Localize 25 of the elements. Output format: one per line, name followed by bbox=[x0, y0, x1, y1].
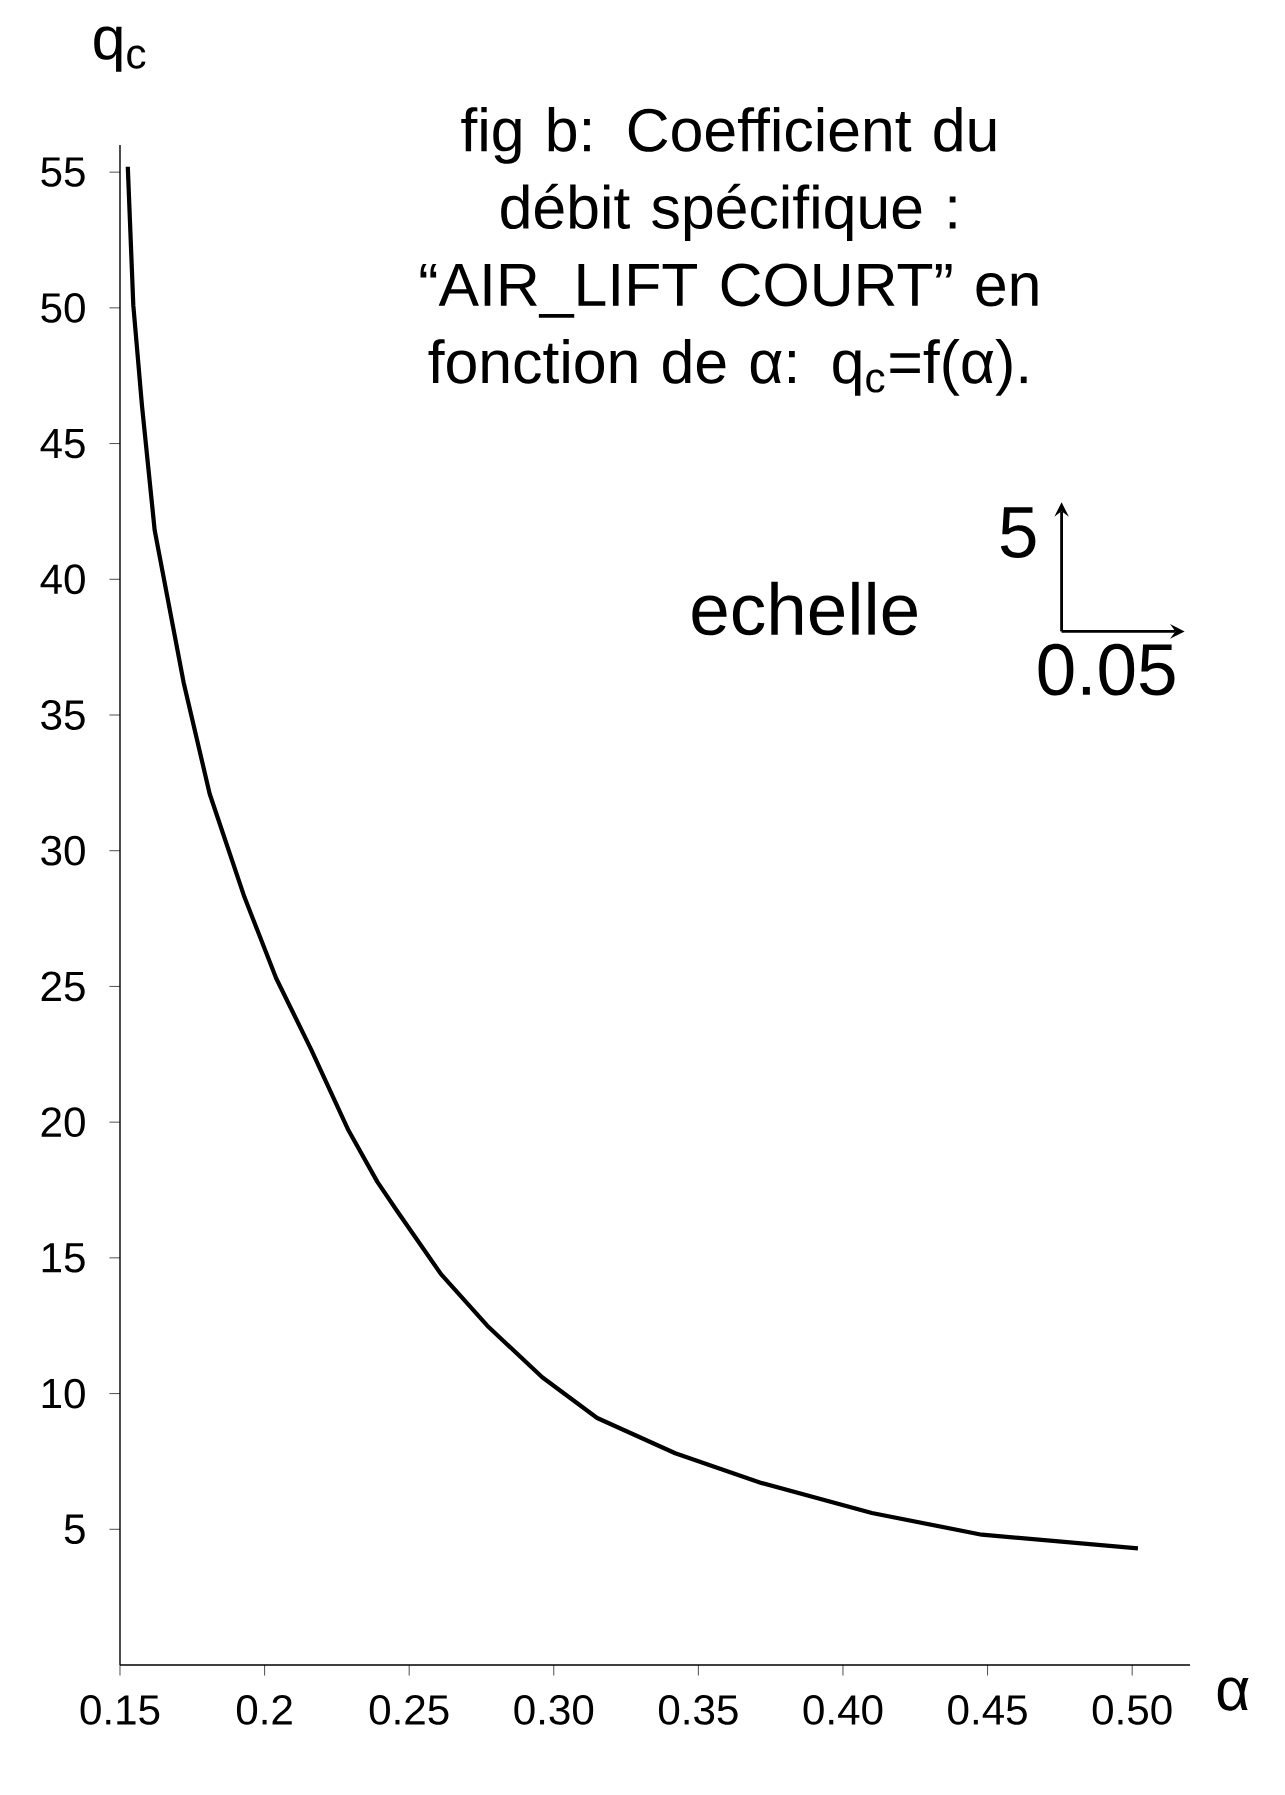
x-tick-label: 0.25 bbox=[369, 1695, 449, 1725]
x-axis-title: α bbox=[1217, 1677, 1249, 1711]
x-tick-label: 0.45 bbox=[948, 1695, 1027, 1725]
y-tick-label: 10 bbox=[42, 1378, 85, 1409]
annotation: echelle bbox=[692, 581, 917, 636]
y-tick-label: 45 bbox=[40, 428, 85, 459]
y-tick-label: 5 bbox=[64, 1514, 85, 1544]
x-tick-label: 0.30 bbox=[514, 1695, 594, 1725]
y-tick-label: 15 bbox=[42, 1243, 85, 1273]
annotation: 0.05 bbox=[1038, 643, 1175, 696]
x-tick-label: 0.40 bbox=[803, 1695, 883, 1725]
y-axis-title: q$_{c}$ bbox=[94, 26, 146, 72]
x-tick-label: 0.50 bbox=[1092, 1695, 1172, 1725]
x-tick-label: 0.2 bbox=[236, 1695, 292, 1725]
x-tick-label: 0.15 bbox=[80, 1695, 160, 1725]
y-tick-label: 40 bbox=[40, 564, 85, 595]
text: fig b: Coefficient du débit spécifique : “AIR_LIFT COURT” en fonction de α: q$_{c}$=f(α). bbox=[420, 107, 1038, 396]
x-tick-label: 0.35 bbox=[658, 1695, 738, 1725]
y-tick-label: 25 bbox=[41, 971, 85, 1002]
y-tick-label: 30 bbox=[41, 835, 85, 866]
y-tick-label: 55 bbox=[41, 157, 85, 187]
y-tick-label: 20 bbox=[41, 1107, 85, 1138]
annotation: 5 bbox=[1000, 507, 1036, 559]
y-tick-label: 35 bbox=[41, 700, 85, 730]
y-tick-label: 50 bbox=[41, 292, 85, 323]
